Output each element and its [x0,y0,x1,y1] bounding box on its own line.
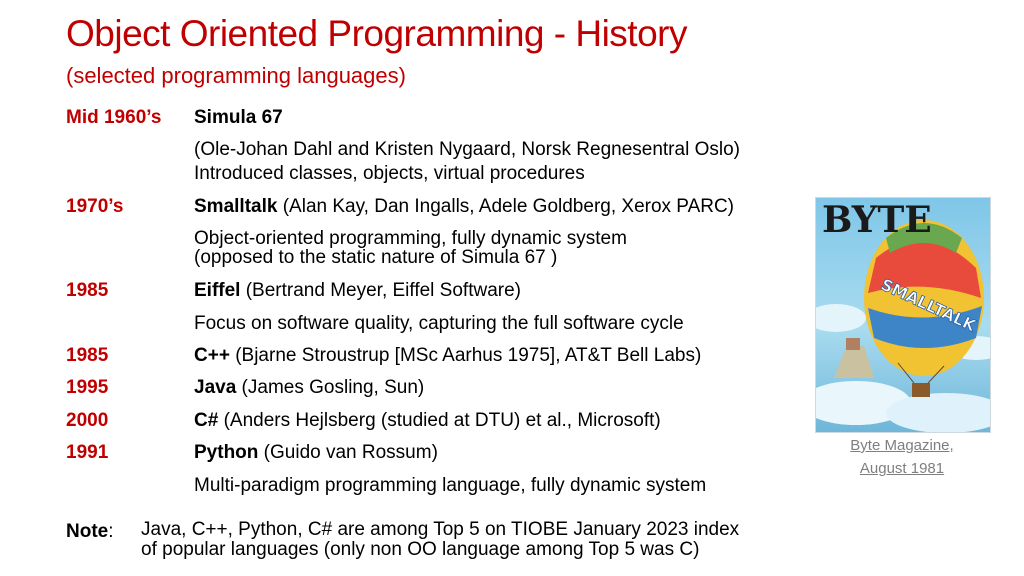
castle-shape [846,338,860,350]
timeline-year: 2000 [66,410,109,431]
timeline-entry: C++ (Bjarne Stroustrup [MSc Aarhus 1975]… [194,344,701,368]
magazine-logo: BYTE [822,199,932,241]
timeline-entry: Python (Guido van Rossum) [194,441,438,465]
balloon-stripe [868,306,982,348]
language-name: Smalltalk [194,196,278,217]
basket-rope [927,365,945,384]
balloon-illustration: SMALLTALK BYTE [816,199,990,432]
basket-shape [912,383,930,397]
language-details: (Anders Hejlsberg (studied at DTU) et al… [218,410,661,431]
timeline-year: 1991 [66,442,109,463]
caption-line[interactable]: August 1981 [859,460,945,477]
note-colon: : [108,521,114,542]
timeline-entry: Simula 67 [194,106,283,130]
byte-magazine-cover-image: SMALLTALK BYTE [815,197,991,433]
timeline-year: 1985 [66,345,109,366]
note-label-text: Note [66,521,109,542]
language-name: C# [194,410,219,431]
balloon-stripe [868,240,981,298]
cloud-shape [816,304,866,332]
note-line: Java, C++, Python, C# are among Top 5 on… [141,519,740,540]
language-name: Eiffel [194,280,241,301]
timeline-entry-detail: Multi-paradigm programming language, ful… [194,475,707,496]
cloud-shape [886,393,990,432]
island-shape [834,346,874,378]
timeline-entry-detail: (opposed to the static nature of Simula … [194,247,558,268]
language-name: Python [194,442,259,463]
language-name: Simula 67 [194,107,283,128]
timeline-entry: Smalltalk (Alan Kay, Dan Ingalls, Adele … [194,195,734,219]
timeline-entry: Java (James Gosling, Sun) [194,376,424,400]
language-details: (James Gosling, Sun) [236,377,425,398]
timeline-entry-detail: Object-oriented programming, fully dynam… [194,228,627,249]
slide-subtitle: (selected programming languages) [66,63,406,88]
caption-line[interactable]: Byte Magazine, [850,437,954,454]
language-details: (Bertrand Meyer, Eiffel Software) [240,280,521,301]
timeline-year: Mid 1960’s [66,107,162,128]
language-details: (Bjarne Stroustrup [MSc Aarhus 1975], AT… [229,345,702,366]
timeline-entry-detail: Introduced classes, objects, virtual pro… [194,163,585,184]
timeline-year: 1995 [66,377,109,398]
slide-title: Object Oriented Programming - History [66,13,687,54]
language-details: (Alan Kay, Dan Ingalls, Adele Goldberg, … [277,196,735,217]
language-name: Java [194,377,237,398]
note-label: Note: [66,520,114,544]
language-details: (Guido van Rossum) [258,442,438,463]
timeline-year: 1985 [66,280,109,301]
basket-rope [897,362,915,384]
timeline-entry-detail: Focus on software quality, capturing the… [194,313,684,334]
balloon-stripe [886,223,962,253]
image-caption[interactable]: Byte Magazine, August 1981 [815,434,989,480]
note-text: Java, C++, Python, C# are among Top 5 on… [141,520,739,560]
timeline-entry-detail: (Ole-Johan Dahl and Kristen Nygaard, Nor… [194,139,740,160]
timeline-entry: C# (Anders Hejlsberg (studied at DTU) et… [194,409,661,433]
timeline-entry: Eiffel (Bertrand Meyer, Eiffel Software) [194,279,521,303]
note-line: of popular languages (only non OO langua… [141,539,700,560]
language-name: C++ [194,345,230,366]
timeline-year: 1970’s [66,196,124,217]
